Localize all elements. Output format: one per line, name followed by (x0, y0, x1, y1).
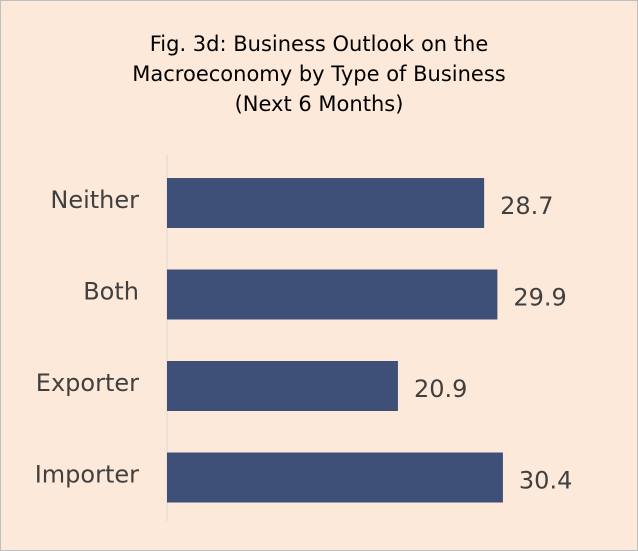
y-tick-label: Importer (35, 461, 139, 489)
y-tick-label: Exporter (36, 369, 139, 397)
data-label: 28.7 (500, 192, 553, 220)
chart-title: Fig. 3d: Business Outlook on the Macroec… (132, 32, 506, 116)
bar (167, 452, 503, 503)
data-label: 30.4 (519, 467, 572, 495)
bar (167, 361, 398, 411)
bar (167, 269, 498, 320)
y-tick-label: Neither (50, 186, 139, 214)
data-label: 20.9 (414, 375, 467, 403)
bar (167, 178, 485, 228)
data-label: 29.9 (513, 284, 566, 312)
y-tick-label: Both (83, 278, 139, 306)
